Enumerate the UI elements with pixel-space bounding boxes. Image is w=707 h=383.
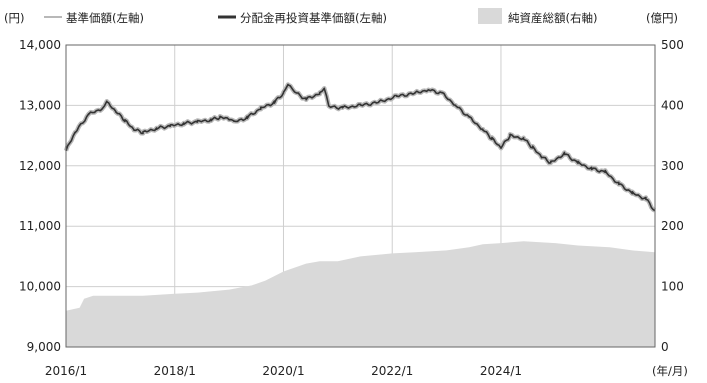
right-axis-labels: 0 100 200 300 400 500 — [661, 38, 684, 354]
left-axis-labels: 9,000 10,000 11,000 12,000 13,000 14,000 — [19, 38, 61, 354]
left-axis-tick-label: 14,000 — [19, 38, 61, 52]
right-axis-tick-label: 200 — [661, 219, 684, 233]
nav-lines-layer — [63, 82, 657, 213]
x-axis-tick-label: 2016/1 — [45, 364, 87, 378]
nav-reinvested-line — [65, 83, 656, 212]
legend-label-nav: 基準価額(左軸) — [66, 11, 144, 25]
left-axis-tick-label: 9,000 — [27, 340, 61, 354]
right-axis-tick-label: 100 — [661, 280, 684, 294]
nav-line — [63, 82, 657, 213]
x-axis-tick-label: 2024/1 — [480, 364, 522, 378]
legend-label-net-assets: 純資産総額(右軸) — [508, 11, 597, 25]
right-axis-tick-label: 400 — [661, 98, 684, 112]
right-axis-tick-label: 300 — [661, 159, 684, 173]
left-axis-unit: (円) — [4, 11, 24, 25]
x-axis-labels: 2016/1 2018/1 2020/1 2022/1 2024/1 — [45, 364, 522, 378]
x-axis-tick-label: 2022/1 — [371, 364, 413, 378]
right-axis-tick-label: 500 — [661, 38, 684, 52]
left-axis-tick-label: 13,000 — [19, 98, 61, 112]
legend: 基準価額(左軸) 分配金再投資基準価額(左軸) 純資産総額(右軸) — [44, 8, 597, 25]
left-axis-tick-label: 11,000 — [19, 219, 61, 233]
x-axis-tick-label: 2020/1 — [262, 364, 304, 378]
x-axis-unit: (年/月) — [652, 364, 688, 378]
left-axis-tick-label: 12,000 — [19, 159, 61, 173]
plot-frame — [65, 44, 656, 348]
right-axis-tick-label: 0 — [661, 340, 669, 354]
legend-label-nav-reinvested: 分配金再投資基準価額(左軸) — [240, 11, 387, 25]
right-axis-unit: (億円) — [646, 11, 678, 25]
net-assets-area — [66, 241, 655, 347]
left-axis-tick-label: 10,000 — [19, 280, 61, 294]
net-assets-area-layer — [66, 241, 655, 347]
legend-swatch-net-assets — [478, 8, 502, 24]
x-axis-tick-label: 2018/1 — [154, 364, 196, 378]
